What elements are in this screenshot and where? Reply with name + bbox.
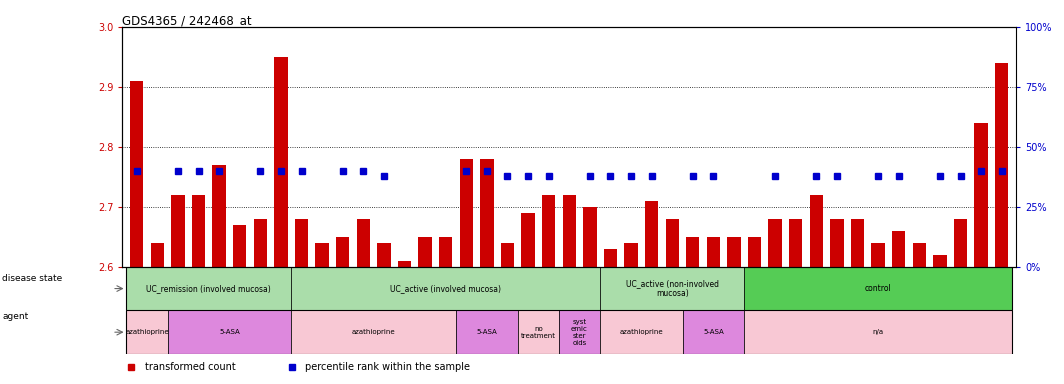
Bar — [233, 225, 247, 267]
Bar — [871, 243, 885, 267]
Bar — [745, 267, 1012, 310]
Bar — [192, 195, 205, 267]
Bar — [830, 219, 844, 267]
Bar — [275, 57, 287, 267]
Bar — [398, 261, 411, 267]
Text: transformed count: transformed count — [145, 362, 235, 372]
Bar — [600, 310, 682, 354]
Bar — [995, 63, 1009, 267]
Bar — [439, 237, 452, 267]
Bar — [748, 237, 761, 267]
Text: 5-ASA: 5-ASA — [477, 329, 497, 335]
Bar — [851, 219, 864, 267]
Text: UC_remission (involved mucosa): UC_remission (involved mucosa) — [147, 284, 271, 293]
Text: percentile rank within the sample: percentile rank within the sample — [304, 362, 469, 372]
Bar — [127, 267, 292, 310]
Bar — [745, 310, 1012, 354]
Bar — [151, 243, 164, 267]
Bar — [418, 237, 432, 267]
Text: UC_active (non-involved
mucosa): UC_active (non-involved mucosa) — [626, 279, 718, 298]
Bar — [130, 81, 144, 267]
Bar — [292, 310, 456, 354]
Bar — [768, 219, 782, 267]
Bar — [521, 213, 535, 267]
Text: azathioprine: azathioprine — [352, 329, 396, 335]
Bar — [518, 310, 559, 354]
Bar — [665, 219, 679, 267]
Bar — [810, 195, 824, 267]
Bar — [603, 249, 617, 267]
Text: 5-ASA: 5-ASA — [219, 329, 239, 335]
Bar — [563, 195, 576, 267]
Text: azathioprine: azathioprine — [126, 329, 169, 335]
Text: GDS4365 / 242468_at: GDS4365 / 242468_at — [122, 14, 252, 27]
Bar — [480, 159, 494, 267]
Bar — [460, 159, 473, 267]
Bar — [378, 243, 390, 267]
Bar — [253, 219, 267, 267]
Bar — [706, 237, 720, 267]
Text: azathioprine: azathioprine — [619, 329, 663, 335]
Bar — [295, 219, 309, 267]
Bar — [892, 231, 905, 267]
Bar — [171, 195, 185, 267]
Text: disease state: disease state — [2, 274, 63, 283]
Text: UC_active (involved mucosa): UC_active (involved mucosa) — [390, 284, 501, 293]
Bar — [292, 267, 600, 310]
Text: n/a: n/a — [872, 329, 884, 335]
Text: syst
emic
ster
oids: syst emic ster oids — [571, 319, 588, 346]
Text: no
treatment: no treatment — [521, 326, 555, 339]
Bar — [336, 237, 349, 267]
Bar — [356, 219, 370, 267]
Bar — [975, 123, 987, 267]
Bar — [686, 237, 699, 267]
Bar — [789, 219, 802, 267]
Bar — [625, 243, 637, 267]
Bar — [315, 243, 329, 267]
Bar — [559, 310, 600, 354]
Bar — [168, 310, 292, 354]
Bar — [213, 165, 226, 267]
Bar — [953, 219, 967, 267]
Bar — [645, 201, 659, 267]
Bar — [682, 310, 745, 354]
Bar — [501, 243, 514, 267]
Bar — [728, 237, 741, 267]
Bar — [933, 255, 947, 267]
Bar — [542, 195, 555, 267]
Bar — [583, 207, 597, 267]
Bar — [913, 243, 926, 267]
Text: agent: agent — [2, 312, 29, 321]
Bar — [456, 310, 518, 354]
Bar — [127, 310, 168, 354]
Bar — [600, 267, 745, 310]
Text: control: control — [865, 284, 892, 293]
Text: 5-ASA: 5-ASA — [703, 329, 724, 335]
